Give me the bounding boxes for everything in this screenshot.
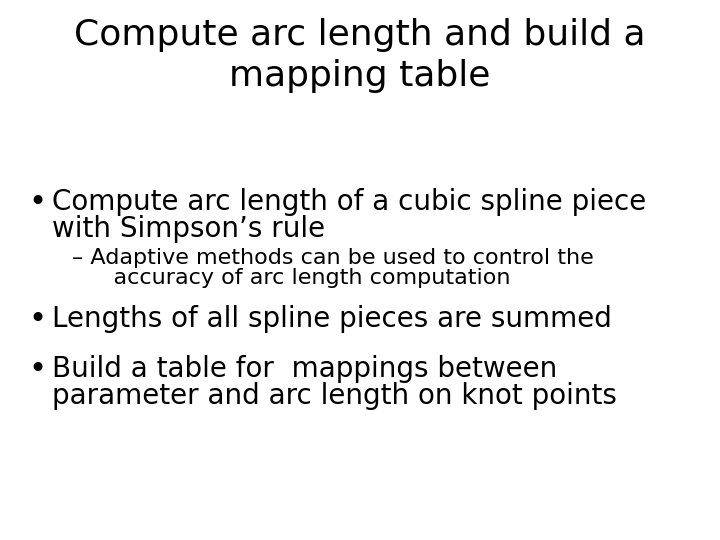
Text: – Adaptive methods can be used to control the: – Adaptive methods can be used to contro… <box>72 248 594 268</box>
Text: •: • <box>28 305 46 334</box>
Text: with Simpson’s rule: with Simpson’s rule <box>52 215 325 243</box>
Text: Build a table for  mappings between: Build a table for mappings between <box>52 355 557 383</box>
Text: •: • <box>28 188 46 217</box>
Text: •: • <box>28 355 46 384</box>
Text: parameter and arc length on knot points: parameter and arc length on knot points <box>52 382 617 410</box>
Text: accuracy of arc length computation: accuracy of arc length computation <box>85 268 510 288</box>
Text: Compute arc length and build a
mapping table: Compute arc length and build a mapping t… <box>74 18 646 93</box>
Text: Lengths of all spline pieces are summed: Lengths of all spline pieces are summed <box>52 305 612 333</box>
Text: Compute arc length of a cubic spline piece: Compute arc length of a cubic spline pie… <box>52 188 647 216</box>
